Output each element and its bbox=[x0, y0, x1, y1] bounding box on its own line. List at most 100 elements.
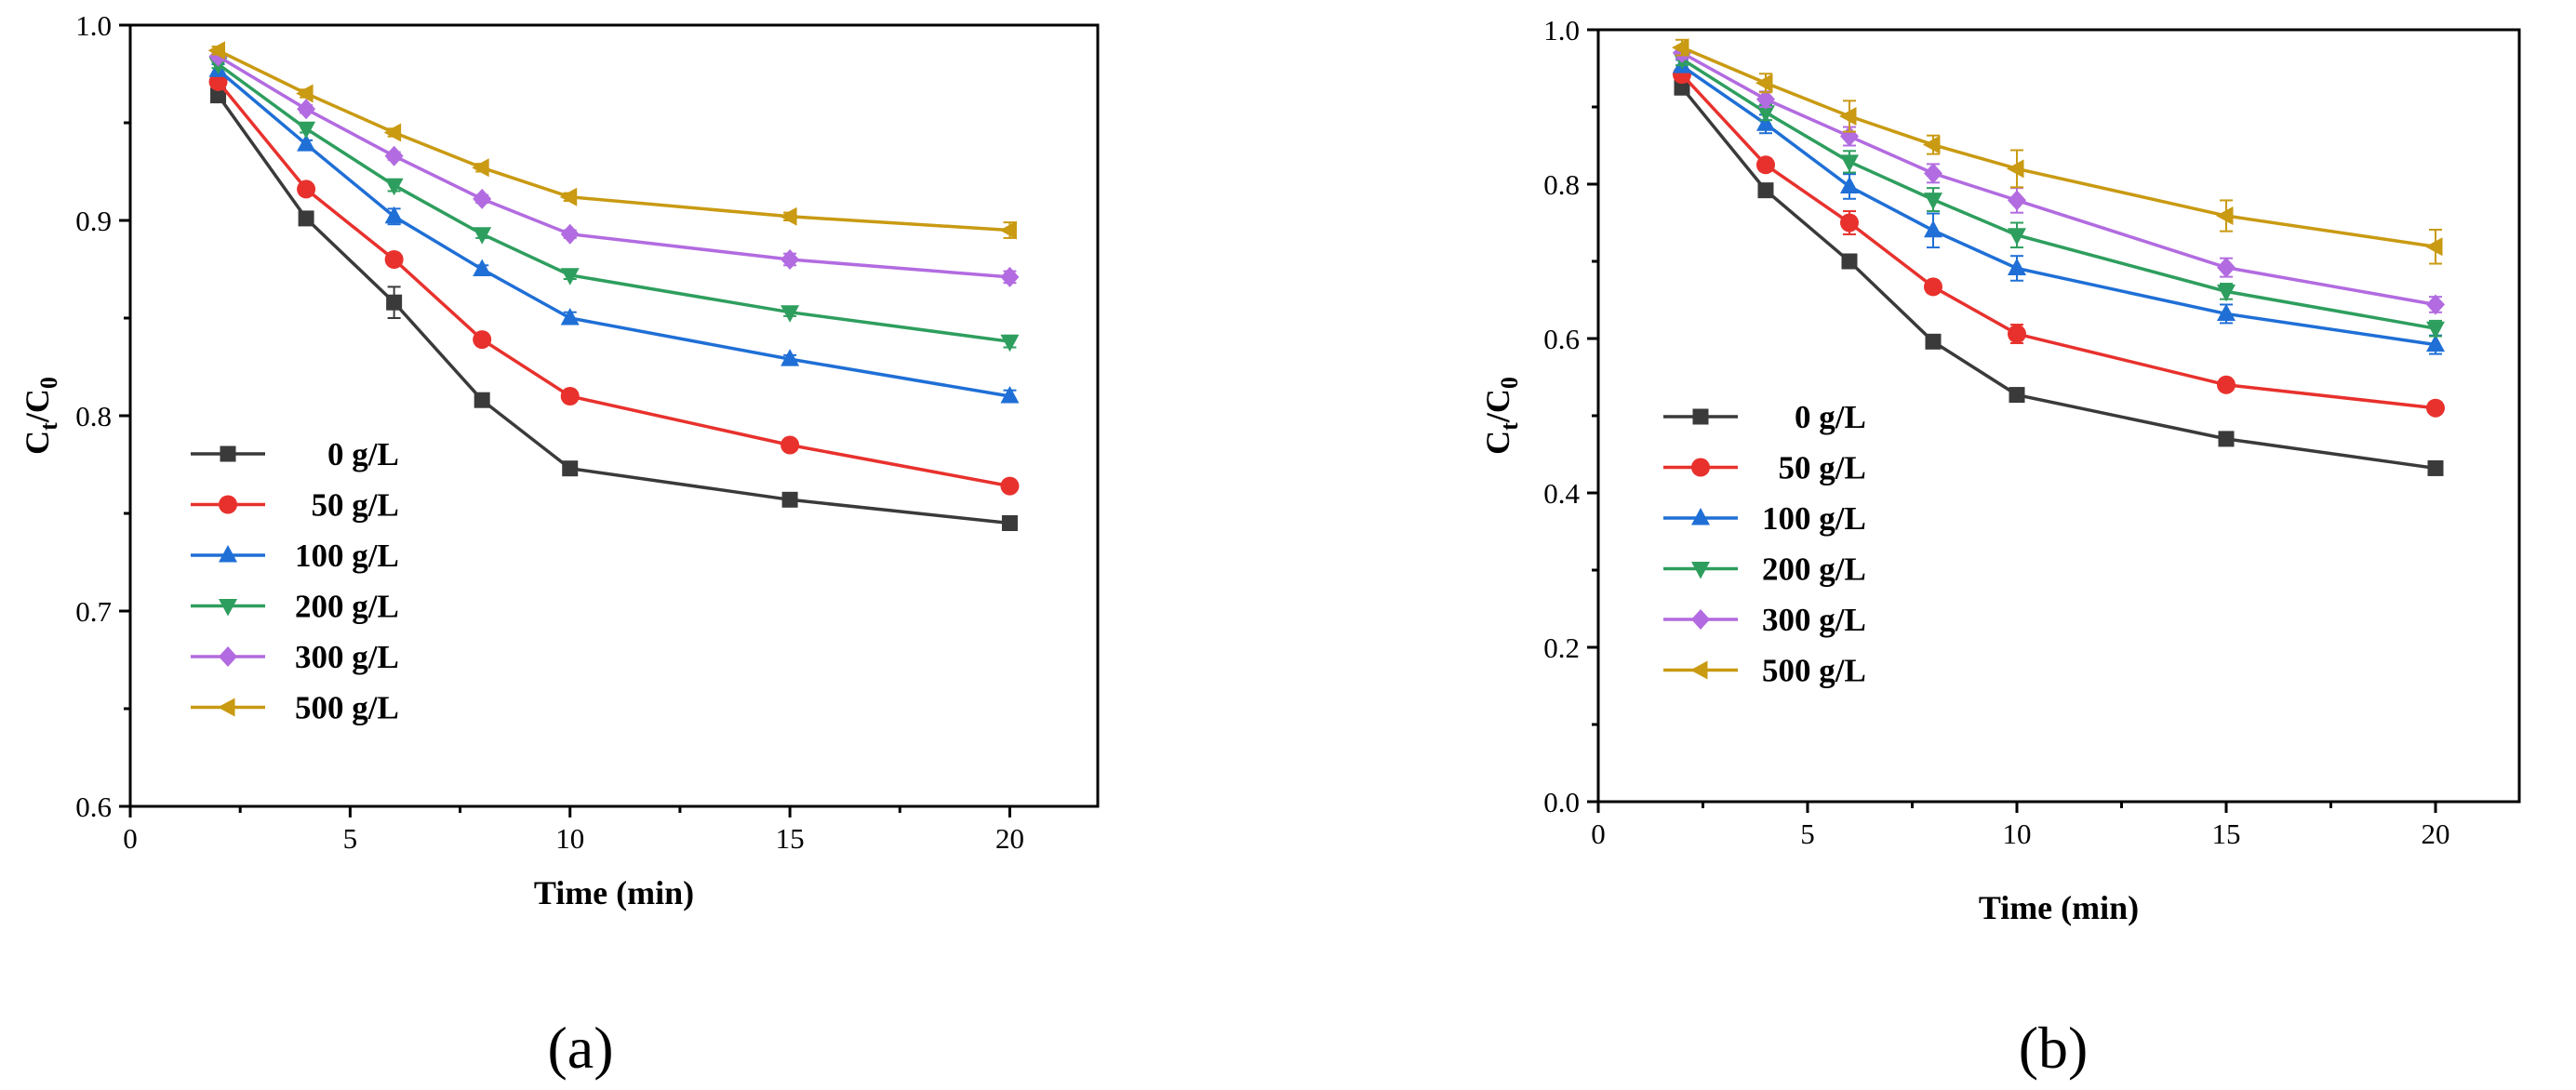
data-point bbox=[1923, 135, 1941, 154]
legend-label: 50 g/L bbox=[295, 487, 399, 524]
legend-item: 50 g/L bbox=[1663, 450, 1866, 486]
data-point bbox=[383, 123, 402, 142]
data-point bbox=[1924, 163, 1942, 184]
data-point bbox=[560, 223, 580, 245]
data-point bbox=[1841, 253, 1858, 270]
data-point bbox=[2426, 321, 2445, 339]
legend-label: 0 g/L bbox=[295, 436, 399, 472]
panel-a-y-axis-title: Ct/C0 bbox=[19, 377, 62, 455]
panel-a-chart: 0 5 10 15 20 0.6 0.7 0.8 0.9 1.0 0 g/L 50 g/L 100… bbox=[19, 9, 1100, 1081]
x-tick-label: 20 bbox=[995, 822, 1024, 855]
series-line bbox=[1681, 58, 2436, 330]
x-tick-label: 10 bbox=[2003, 818, 2032, 850]
legend-label: 300 g/L bbox=[1762, 602, 1866, 638]
series-line bbox=[1680, 73, 2436, 410]
data-point bbox=[386, 294, 403, 311]
data-point bbox=[2007, 159, 2024, 179]
legend-item: 500 g/L bbox=[191, 690, 399, 726]
y-tick-label: 1.0 bbox=[1543, 14, 1580, 47]
legend-marker bbox=[1692, 408, 1709, 425]
legend-label: 100 g/L bbox=[295, 538, 399, 574]
data-point bbox=[781, 349, 800, 366]
data-point bbox=[210, 87, 227, 104]
data-point bbox=[2427, 459, 2444, 476]
data-point bbox=[1674, 79, 1690, 96]
data-point bbox=[1000, 334, 1020, 352]
data-point bbox=[1757, 182, 1774, 199]
data-point bbox=[2426, 334, 2445, 352]
series-50-g-l bbox=[1673, 65, 2445, 418]
legend-item: 100 g/L bbox=[191, 538, 399, 574]
x-tick-label: 10 bbox=[555, 822, 584, 855]
series-500-g-l bbox=[207, 41, 1017, 240]
series-50-g-l bbox=[208, 72, 1020, 496]
data-point bbox=[207, 41, 226, 60]
data-point bbox=[2008, 228, 2026, 246]
data-point bbox=[208, 72, 228, 91]
legend-item: 300 g/L bbox=[191, 639, 399, 675]
data-point bbox=[1756, 155, 1775, 175]
data-point bbox=[999, 220, 1017, 240]
data-point bbox=[1000, 476, 1020, 496]
series-line bbox=[217, 55, 1010, 279]
y-tick-label: 0.2 bbox=[1543, 631, 1580, 664]
data-point bbox=[297, 179, 316, 199]
y-tick-label: 0.8 bbox=[75, 400, 112, 432]
data-point bbox=[2426, 294, 2445, 315]
series-500-g-l bbox=[1672, 38, 2443, 265]
legend-item: 200 g/L bbox=[191, 589, 399, 625]
legend-item: 100 g/L bbox=[1663, 500, 1866, 537]
y-tick-label: 0.6 bbox=[75, 791, 112, 823]
data-point bbox=[560, 308, 580, 326]
data-point bbox=[1756, 105, 1775, 123]
panel-b-y-axis-title: Ct/C0 bbox=[1479, 377, 1523, 455]
legend-item: 0 g/L bbox=[1663, 399, 1866, 435]
data-point bbox=[384, 178, 404, 196]
data-point bbox=[473, 188, 492, 209]
data-point bbox=[1924, 277, 1942, 297]
data-point bbox=[2218, 431, 2235, 447]
legend-item: 50 g/L bbox=[191, 487, 399, 524]
data-point bbox=[2008, 325, 2026, 344]
panel-b-y-ticks: 0.0 0.2 0.4 0.6 0.8 1.0 bbox=[1543, 14, 1598, 818]
y-tick-label: 0.9 bbox=[75, 205, 112, 237]
panel-a-x-axis-title: Time (min) bbox=[534, 874, 694, 911]
data-point bbox=[2008, 190, 2026, 211]
legend-item: 500 g/L bbox=[1663, 653, 1866, 689]
y-tick-label: 0.4 bbox=[1543, 477, 1580, 510]
data-point bbox=[473, 330, 492, 350]
legend-item: 300 g/L bbox=[1663, 602, 1866, 638]
panel-b-legend: 0 g/L 50 g/L 100 g/L 200 g/L 300 g/L 500 g/L bbox=[1663, 399, 1866, 689]
data-point bbox=[781, 249, 800, 270]
data-point bbox=[1001, 515, 1018, 531]
x-tick-label: 0 bbox=[1591, 818, 1606, 850]
x-tick-label: 5 bbox=[1800, 818, 1815, 850]
data-point bbox=[2426, 398, 2445, 418]
data-point bbox=[1000, 266, 1020, 287]
data-point bbox=[1756, 88, 1775, 110]
data-point bbox=[297, 99, 316, 120]
legend-label: 500 g/L bbox=[1762, 653, 1866, 689]
legend-label: 50 g/L bbox=[1762, 450, 1866, 486]
y-tick-label: 0.7 bbox=[75, 595, 112, 628]
legend-item: 0 g/L bbox=[191, 436, 399, 472]
legend-marker bbox=[1691, 458, 1710, 477]
legend-label: 500 g/L bbox=[295, 690, 399, 726]
data-point bbox=[781, 435, 800, 455]
data-point bbox=[780, 206, 797, 226]
data-point bbox=[1925, 333, 1942, 350]
data-point bbox=[473, 259, 492, 276]
panel-a-series bbox=[207, 41, 1020, 531]
data-point bbox=[384, 145, 404, 166]
data-point bbox=[472, 158, 489, 178]
data-point bbox=[2217, 375, 2236, 394]
data-point bbox=[1840, 176, 1859, 193]
data-point bbox=[1924, 193, 1942, 210]
data-point bbox=[2009, 387, 2025, 404]
panel-a-label: (a) bbox=[547, 1015, 613, 1081]
data-point bbox=[2216, 206, 2234, 226]
data-point bbox=[2008, 258, 2026, 275]
y-tick-label: 0.6 bbox=[1543, 323, 1580, 355]
series-0-g-l bbox=[210, 87, 1018, 531]
x-tick-label: 5 bbox=[343, 822, 358, 855]
